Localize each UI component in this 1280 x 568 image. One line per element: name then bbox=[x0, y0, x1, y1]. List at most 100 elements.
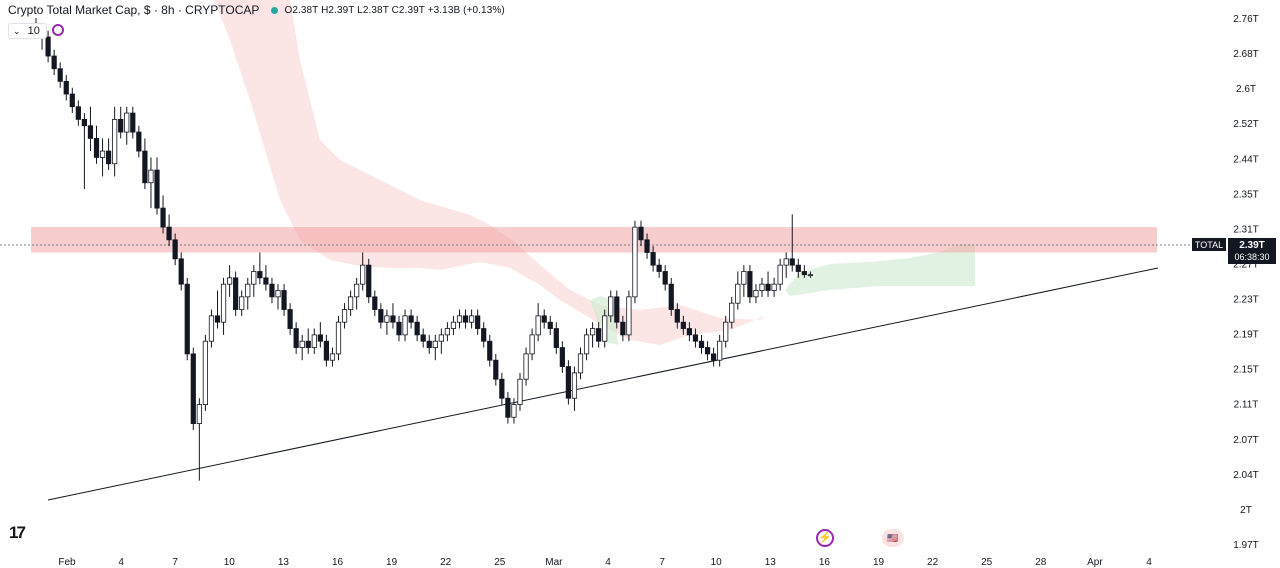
candle-body bbox=[287, 309, 293, 329]
candle-body bbox=[130, 112, 136, 133]
candle-body bbox=[226, 277, 233, 285]
candle-body bbox=[233, 277, 239, 310]
candle bbox=[245, 277, 251, 310]
bearish-cloud-area bbox=[214, 0, 765, 345]
y-tick-label: 2T bbox=[1240, 505, 1252, 516]
candle-body bbox=[692, 334, 699, 342]
candle bbox=[723, 315, 729, 348]
candle bbox=[741, 265, 747, 297]
candle-body bbox=[632, 226, 638, 298]
candle bbox=[372, 290, 378, 316]
candle bbox=[475, 309, 481, 335]
candle bbox=[124, 106, 130, 145]
candle-body bbox=[112, 118, 118, 165]
candle bbox=[717, 334, 723, 367]
candle bbox=[81, 113, 87, 190]
price-axis[interactable]: 2.76T 2.68T 2.6T 2.52T 2.44T 2.35T 2.31T 2.27T 2… bbox=[1233, 14, 1259, 551]
y-tick-label: 2.6T bbox=[1236, 84, 1256, 95]
candle bbox=[263, 265, 269, 291]
candle-body bbox=[438, 334, 444, 342]
candle bbox=[51, 49, 57, 76]
candle-body bbox=[87, 125, 94, 139]
candle bbox=[547, 315, 553, 335]
candle bbox=[468, 309, 475, 329]
candle-body bbox=[741, 271, 747, 285]
candle-body bbox=[214, 315, 221, 323]
candle-body bbox=[93, 138, 100, 158]
candle bbox=[257, 252, 263, 285]
symbol-title[interactable]: Crypto Total Market Cap, $ · 8h · CRYPTO… bbox=[8, 3, 260, 17]
x-tick-label: 7 bbox=[172, 557, 178, 568]
candle bbox=[559, 341, 565, 373]
candle-body bbox=[239, 296, 245, 310]
candle bbox=[196, 398, 202, 481]
candle bbox=[287, 303, 293, 335]
x-tick-label: 25 bbox=[494, 557, 506, 568]
candle bbox=[239, 290, 245, 316]
candle bbox=[166, 214, 172, 247]
x-tick-label: Apr bbox=[1087, 557, 1103, 568]
candle-body bbox=[807, 274, 814, 277]
candle-body bbox=[81, 118, 87, 127]
tradingview-logo[interactable]: 17 bbox=[9, 523, 26, 542]
candle-body bbox=[106, 150, 112, 165]
candle bbox=[456, 309, 463, 329]
candle bbox=[99, 138, 106, 177]
candle bbox=[771, 277, 777, 297]
candle bbox=[214, 290, 221, 329]
candle bbox=[783, 252, 789, 278]
x-tick-label: Mar bbox=[545, 557, 563, 568]
candle bbox=[692, 328, 699, 348]
candle-body bbox=[281, 290, 287, 310]
candle-body bbox=[69, 93, 75, 108]
candle bbox=[112, 106, 118, 177]
candle bbox=[202, 334, 208, 411]
x-tick-label: 4 bbox=[605, 557, 611, 568]
ascending-trendline bbox=[47, 267, 1159, 501]
candle bbox=[426, 334, 432, 354]
indicator-icon[interactable] bbox=[52, 24, 64, 36]
candlesticks bbox=[33, 18, 814, 481]
candle-body bbox=[257, 271, 263, 279]
y-tick-label: 1.97T bbox=[1233, 540, 1259, 551]
candle bbox=[729, 296, 735, 329]
candle-body bbox=[729, 302, 735, 323]
candle-body bbox=[517, 378, 523, 405]
candle-body bbox=[360, 264, 366, 285]
candle-body bbox=[577, 353, 584, 374]
candle-body bbox=[329, 353, 336, 361]
candle-body bbox=[662, 271, 668, 285]
candle bbox=[269, 277, 275, 304]
candle-body bbox=[680, 321, 686, 329]
candle-body bbox=[481, 328, 487, 342]
candle-body bbox=[251, 271, 257, 285]
candle-body bbox=[450, 321, 457, 329]
x-tick-label: 28 bbox=[1035, 557, 1047, 568]
candle-body bbox=[148, 169, 154, 184]
candle-body bbox=[590, 328, 596, 336]
candle-body bbox=[475, 315, 481, 329]
candle-body bbox=[208, 315, 215, 342]
candle bbox=[438, 328, 444, 354]
candle bbox=[136, 125, 142, 158]
indicator-settings-button[interactable]: ⌄ 10 bbox=[8, 23, 47, 39]
y-tick-label: 2.44T bbox=[1233, 154, 1259, 165]
candle-body bbox=[771, 283, 777, 291]
candle bbox=[323, 334, 330, 367]
candle-body bbox=[202, 340, 208, 405]
candle-body bbox=[747, 271, 753, 298]
y-tick-label: 2.35T bbox=[1233, 189, 1259, 200]
us-flag-event-icon[interactable]: 🇺🇸 bbox=[882, 529, 904, 547]
lightning-event-icon[interactable]: ⚡ bbox=[816, 529, 834, 547]
time-axis[interactable]: Feb 4 7 10 13 16 19 22 25 Mar 4 7 10 13 16 19 22 25 28 Apr 4 bbox=[58, 557, 1152, 568]
x-tick-label: 4 bbox=[118, 557, 124, 568]
candle bbox=[505, 391, 511, 424]
indicator-value: 10 bbox=[27, 25, 40, 37]
y-tick-label: 2.76T bbox=[1233, 14, 1259, 25]
candle-body bbox=[414, 321, 420, 336]
candle bbox=[354, 277, 360, 310]
candle bbox=[87, 106, 94, 152]
candle-body bbox=[402, 315, 408, 336]
x-tick-label: 10 bbox=[224, 557, 236, 568]
